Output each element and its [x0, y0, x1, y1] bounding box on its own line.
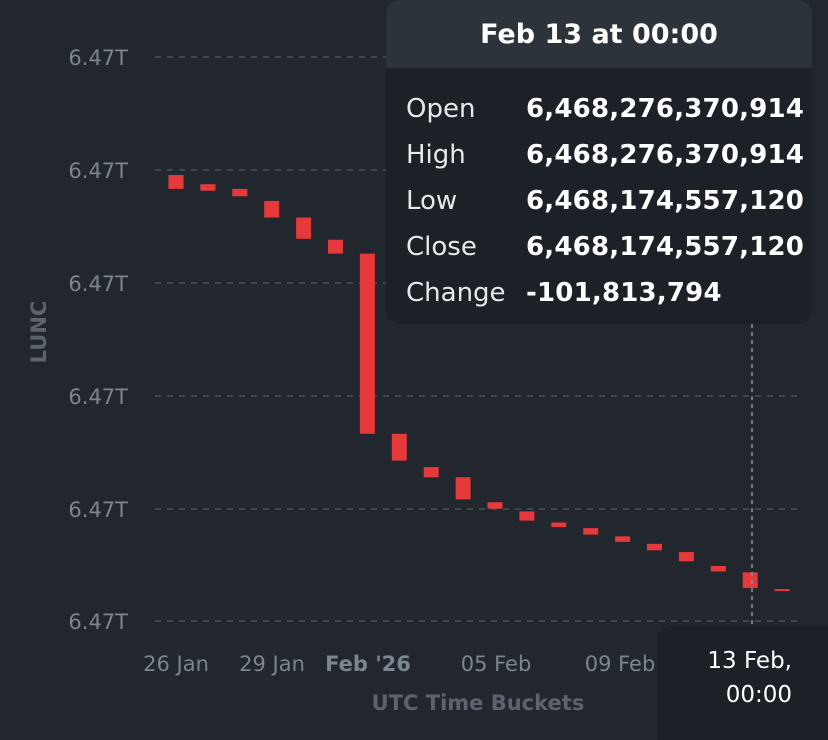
y-tick-label: 6.47T [68, 498, 128, 522]
tooltip-value: 6,468,276,370,914 [526, 94, 805, 124]
candle [328, 239, 343, 254]
crosshair-x-badge: 13 Feb, 00:00 [657, 626, 828, 740]
x-tick-label: 05 Feb [461, 652, 532, 676]
tooltip-title: Feb 13 at 00:00 [386, 0, 812, 68]
tooltip-label: High [406, 140, 466, 170]
candle [519, 511, 535, 521]
candle [487, 502, 503, 509]
candle [359, 253, 375, 434]
candle [168, 175, 184, 189]
y-axis-ticks: 6.47T 6.47T 6.47T 6.47T 6.47T 6.47T [68, 46, 128, 634]
x-axis-title: UTC Time Buckets [372, 691, 585, 715]
candle [615, 536, 631, 542]
tooltip-row-change: Change -101,813,794 [406, 270, 812, 316]
tooltip-label: Low [406, 186, 458, 216]
candle [232, 188, 248, 197]
candle [296, 217, 312, 239]
tooltip-value: 6,468,174,557,120 [526, 232, 805, 262]
candle [647, 543, 662, 551]
tooltip-rows: Open 6,468,276,370,914 High 6,468,276,37… [386, 68, 812, 316]
x-tick-label: 26 Jan [143, 652, 209, 676]
candle [583, 528, 599, 535]
tooltip-row-open: Open 6,468,276,370,914 [406, 86, 812, 132]
candle [742, 572, 758, 589]
x-tick-label: 29 Jan [239, 652, 305, 676]
y-tick-label: 6.47T [68, 385, 128, 409]
candle [455, 477, 471, 500]
tooltip-row-high: High 6,468,276,370,914 [406, 132, 812, 178]
y-axis-title: LUNC [27, 301, 51, 364]
y-tick-label: 6.47T [68, 272, 128, 296]
x-axis-ticks: 26 Jan 29 Jan Feb '26 05 Feb 09 Feb [143, 652, 655, 676]
tooltip-row-low: Low 6,468,174,557,120 [406, 178, 812, 224]
ohlc-tooltip: Feb 13 at 00:00 Open 6,468,276,370,914 H… [386, 0, 812, 324]
candle [678, 552, 694, 562]
candle [391, 433, 407, 461]
candle [774, 589, 790, 592]
candle [200, 184, 216, 191]
x-tick-label: 09 Feb [585, 652, 656, 676]
tooltip-label: Close [406, 232, 477, 262]
y-tick-label: 6.47T [68, 610, 128, 634]
crosshair-date: 13 Feb, [707, 648, 792, 674]
candles [168, 175, 790, 592]
tooltip-value: 6,468,174,557,120 [526, 186, 805, 216]
x-tick-label: Feb '26 [325, 652, 411, 676]
tooltip-label: Change [406, 278, 506, 308]
candle [264, 200, 280, 218]
y-tick-label: 6.47T [68, 46, 128, 70]
crosshair-time: 00:00 [725, 682, 792, 708]
tooltip-row-close: Close 6,468,174,557,120 [406, 224, 812, 270]
y-tick-label: 6.47T [68, 159, 128, 183]
tooltip-label: Open [406, 94, 476, 124]
candle [423, 467, 439, 478]
tooltip-value: -101,813,794 [526, 278, 722, 308]
candle [710, 566, 726, 572]
tooltip-value: 6,468,276,370,914 [526, 140, 805, 170]
candle [551, 522, 567, 528]
